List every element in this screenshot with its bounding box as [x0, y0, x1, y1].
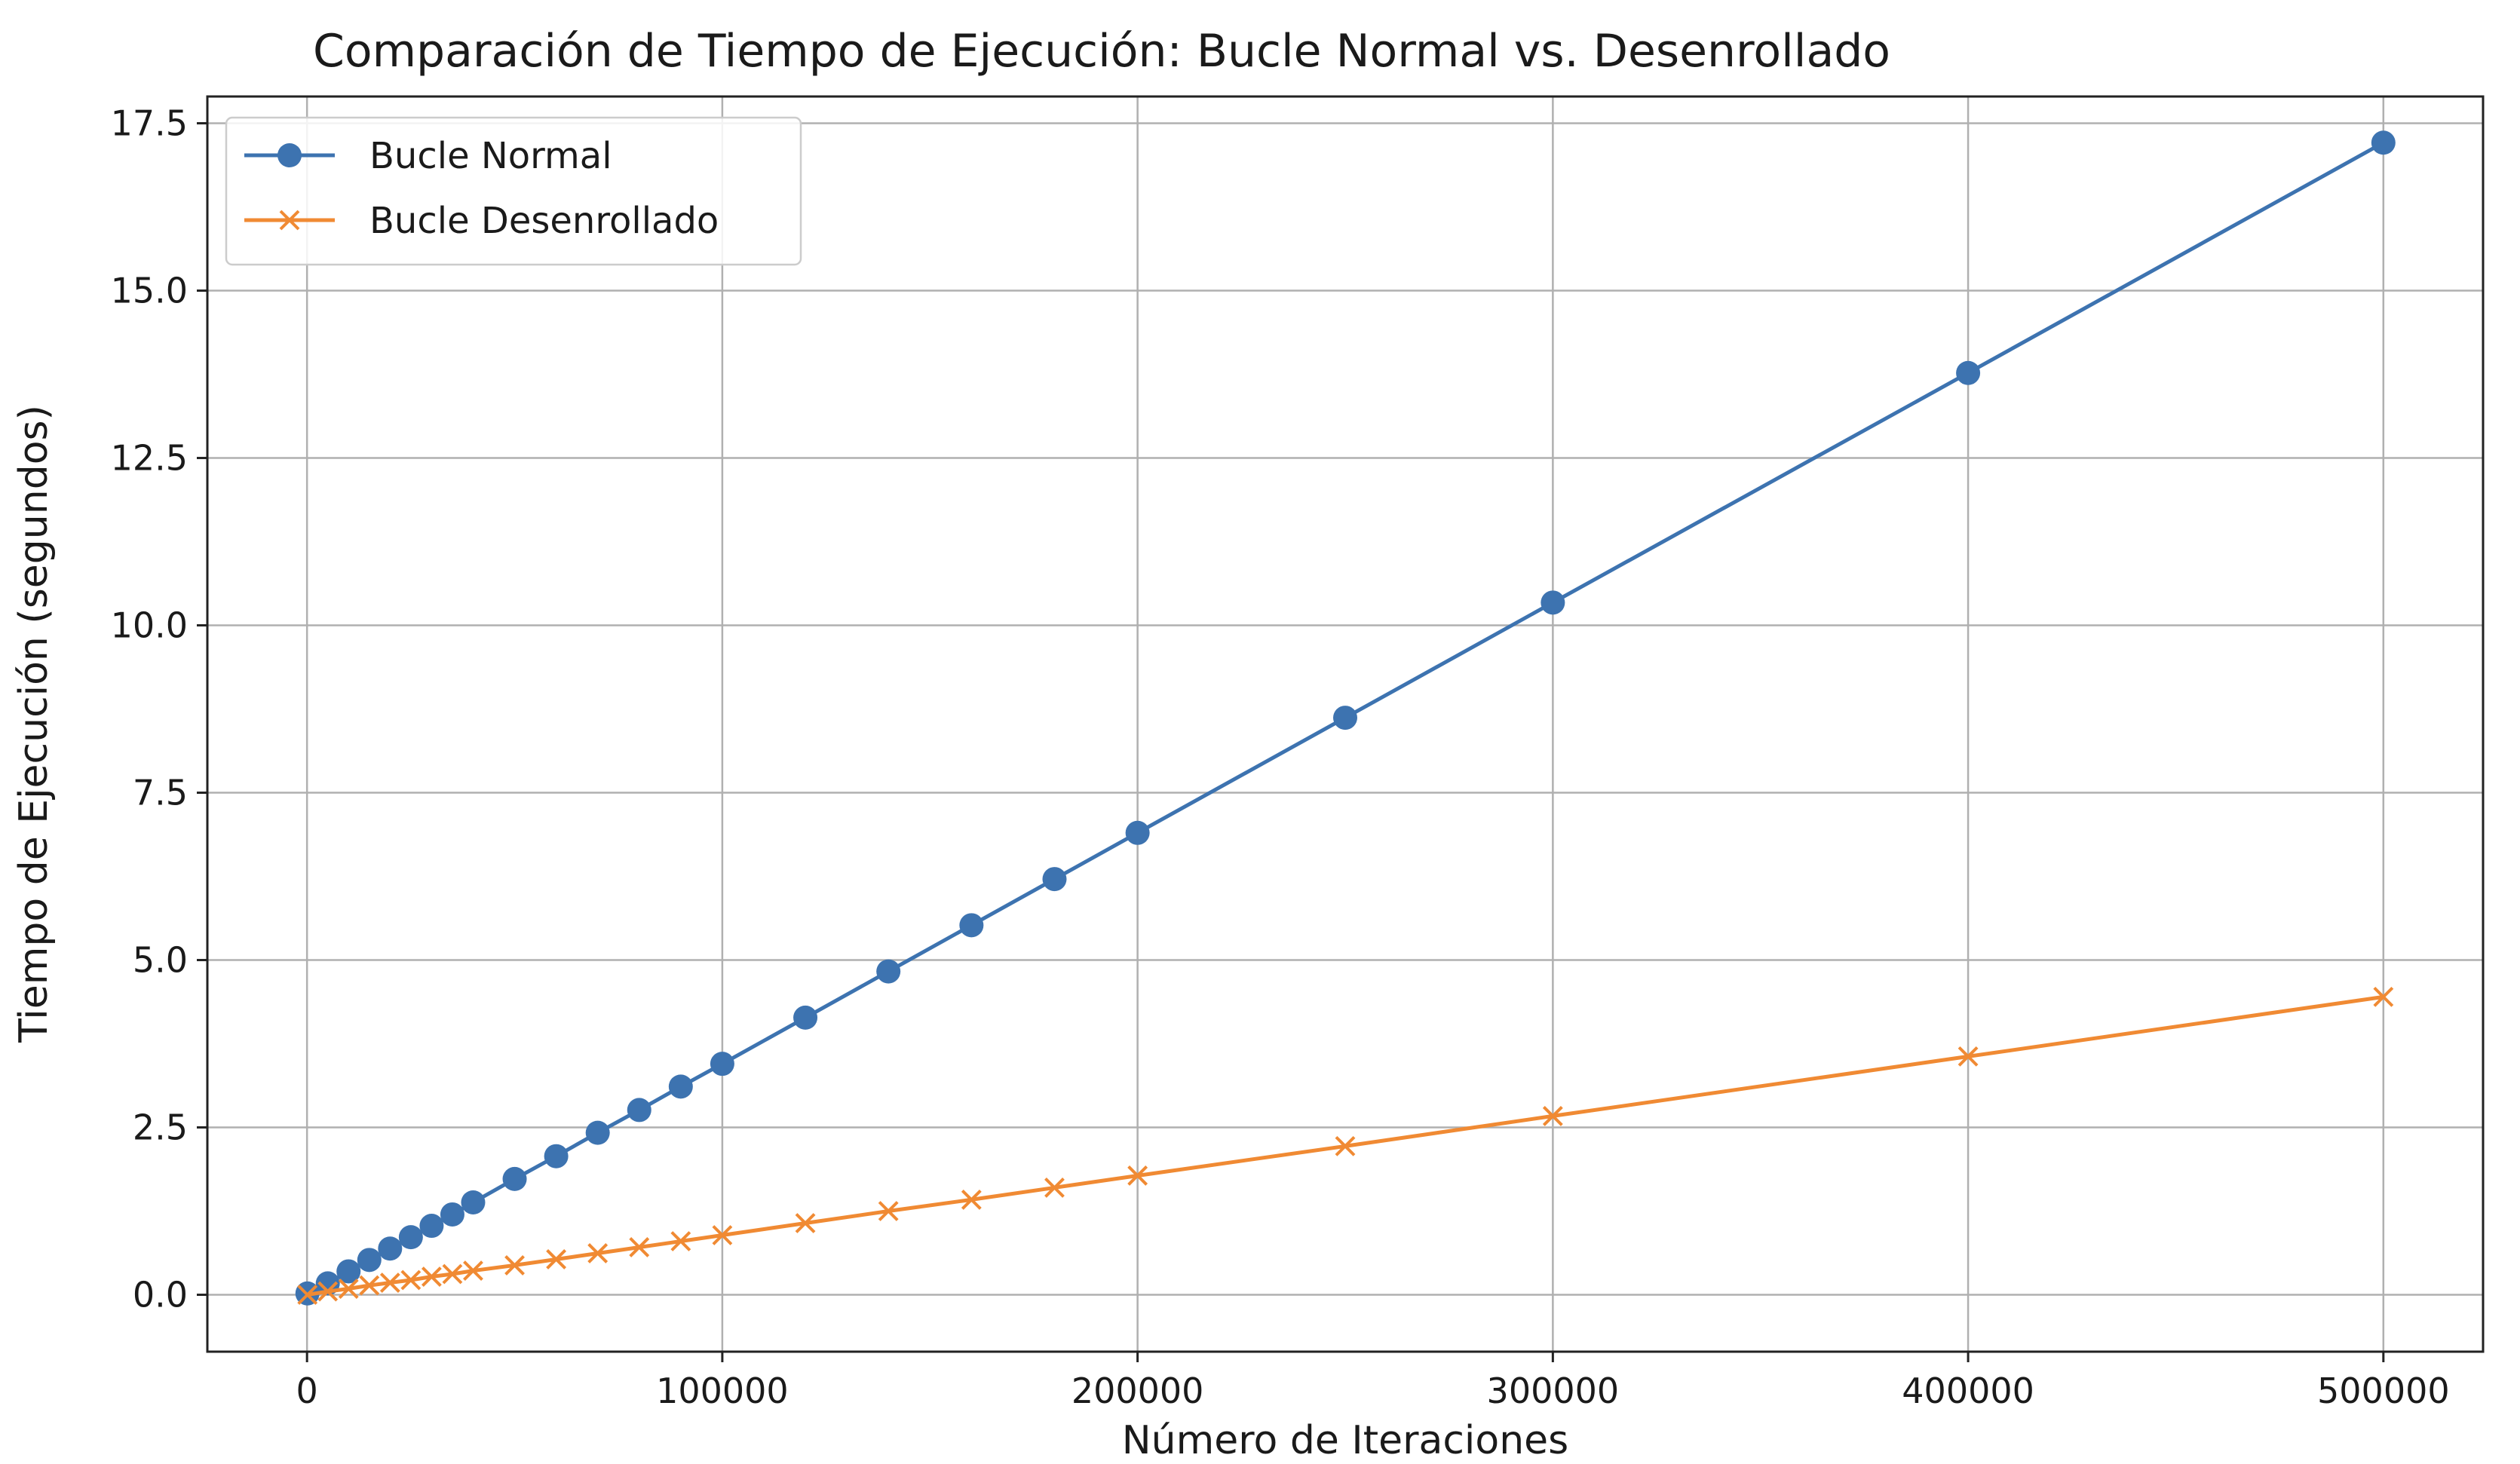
data-point [1957, 1046, 1979, 1067]
data-point [793, 1005, 818, 1030]
data-point [419, 1214, 444, 1239]
data-point [585, 1120, 610, 1145]
data-point [442, 1263, 463, 1285]
chart-title: Comparación de Tiempo de Ejecución: Bucl… [313, 25, 1890, 78]
data-point [504, 1255, 525, 1276]
legend-box [225, 116, 802, 266]
y-axis-label: Tiempo de Ejecución (segundos) [11, 405, 57, 1043]
plot-frame [206, 95, 2485, 1353]
y-tick-label: 15.0 [111, 271, 188, 311]
data-point [297, 1285, 318, 1305]
data-point [668, 1074, 693, 1099]
legend-label: Bucle Normal [369, 135, 612, 177]
y-tick-label: 0.0 [133, 1275, 188, 1315]
data-point [357, 1248, 382, 1273]
data-point [1042, 867, 1067, 892]
legend-marker [279, 210, 300, 231]
data-point [336, 1259, 361, 1284]
data-point [378, 1236, 403, 1261]
data-point [463, 1260, 483, 1281]
data-point [629, 1237, 650, 1257]
data-point [795, 1213, 816, 1233]
x-tick-label: 500000 [2317, 1371, 2450, 1411]
data-point [1335, 1135, 1356, 1156]
legend-label: Bucle Desenrollado [369, 200, 719, 242]
y-tick-label: 10.0 [111, 605, 188, 646]
data-point [878, 1201, 899, 1221]
data-point [1127, 1165, 1148, 1186]
x-tick-label: 200000 [1071, 1371, 1204, 1411]
data-point [587, 1243, 609, 1263]
x-tick-label: 400000 [1902, 1371, 2034, 1411]
x-tick-label: 0 [296, 1371, 318, 1411]
data-point [317, 1281, 339, 1302]
data-point [1542, 1106, 1563, 1126]
data-point [2371, 130, 2396, 155]
data-point [379, 1273, 400, 1293]
legend-entry: Bucle Desenrollado [244, 200, 719, 242]
data-point [1956, 360, 1981, 385]
x-axis-ticks: 0 100000 200000 300000 400000 500000 [296, 1352, 2450, 1411]
data-point [502, 1166, 527, 1191]
data-point [421, 1266, 442, 1287]
data-point [359, 1275, 380, 1296]
data-point [1044, 1178, 1065, 1198]
data-point [2373, 986, 2394, 1007]
x-tick-label: 300000 [1487, 1371, 1620, 1411]
data-point [440, 1202, 464, 1227]
data-point [1333, 706, 1357, 730]
legend-marker [277, 143, 302, 167]
series-line [307, 994, 2384, 1297]
data-point [959, 913, 984, 938]
data-point [398, 1225, 423, 1250]
y-tick-label: 5.0 [133, 940, 188, 981]
y-tick-label: 12.5 [111, 438, 188, 479]
data-point [876, 959, 901, 984]
data-point [546, 1249, 567, 1270]
data-point [710, 1052, 734, 1077]
data-point [627, 1098, 651, 1123]
y-tick-label: 17.5 [111, 103, 188, 144]
data-point [1541, 590, 1565, 615]
x-tick-label: 100000 [656, 1371, 789, 1411]
legend-entry: Bucle Normal [244, 135, 612, 177]
series-bucle-normal [295, 130, 2396, 1306]
data-point [338, 1279, 359, 1299]
y-tick-label: 2.5 [133, 1107, 188, 1148]
y-tick-label: 7.5 [133, 773, 188, 813]
grid-lines [207, 96, 2483, 1352]
data-point [544, 1144, 569, 1168]
data-point [670, 1231, 691, 1251]
x-axis-label: Número de Iteraciones [1122, 1418, 1568, 1463]
legend: Bucle Normal Bucle Desenrollado [225, 116, 802, 266]
data-point [461, 1190, 486, 1214]
data-point [712, 1225, 733, 1245]
data-point [961, 1190, 982, 1210]
y-axis-ticks: 0.0 2.5 5.0 7.5 10.0 12.5 15.0 17.5 [111, 103, 207, 1315]
data-point [400, 1270, 422, 1291]
data-point [1125, 820, 1150, 845]
series-layer [295, 130, 2396, 1306]
series-bucle-desenrollado [297, 986, 2394, 1305]
